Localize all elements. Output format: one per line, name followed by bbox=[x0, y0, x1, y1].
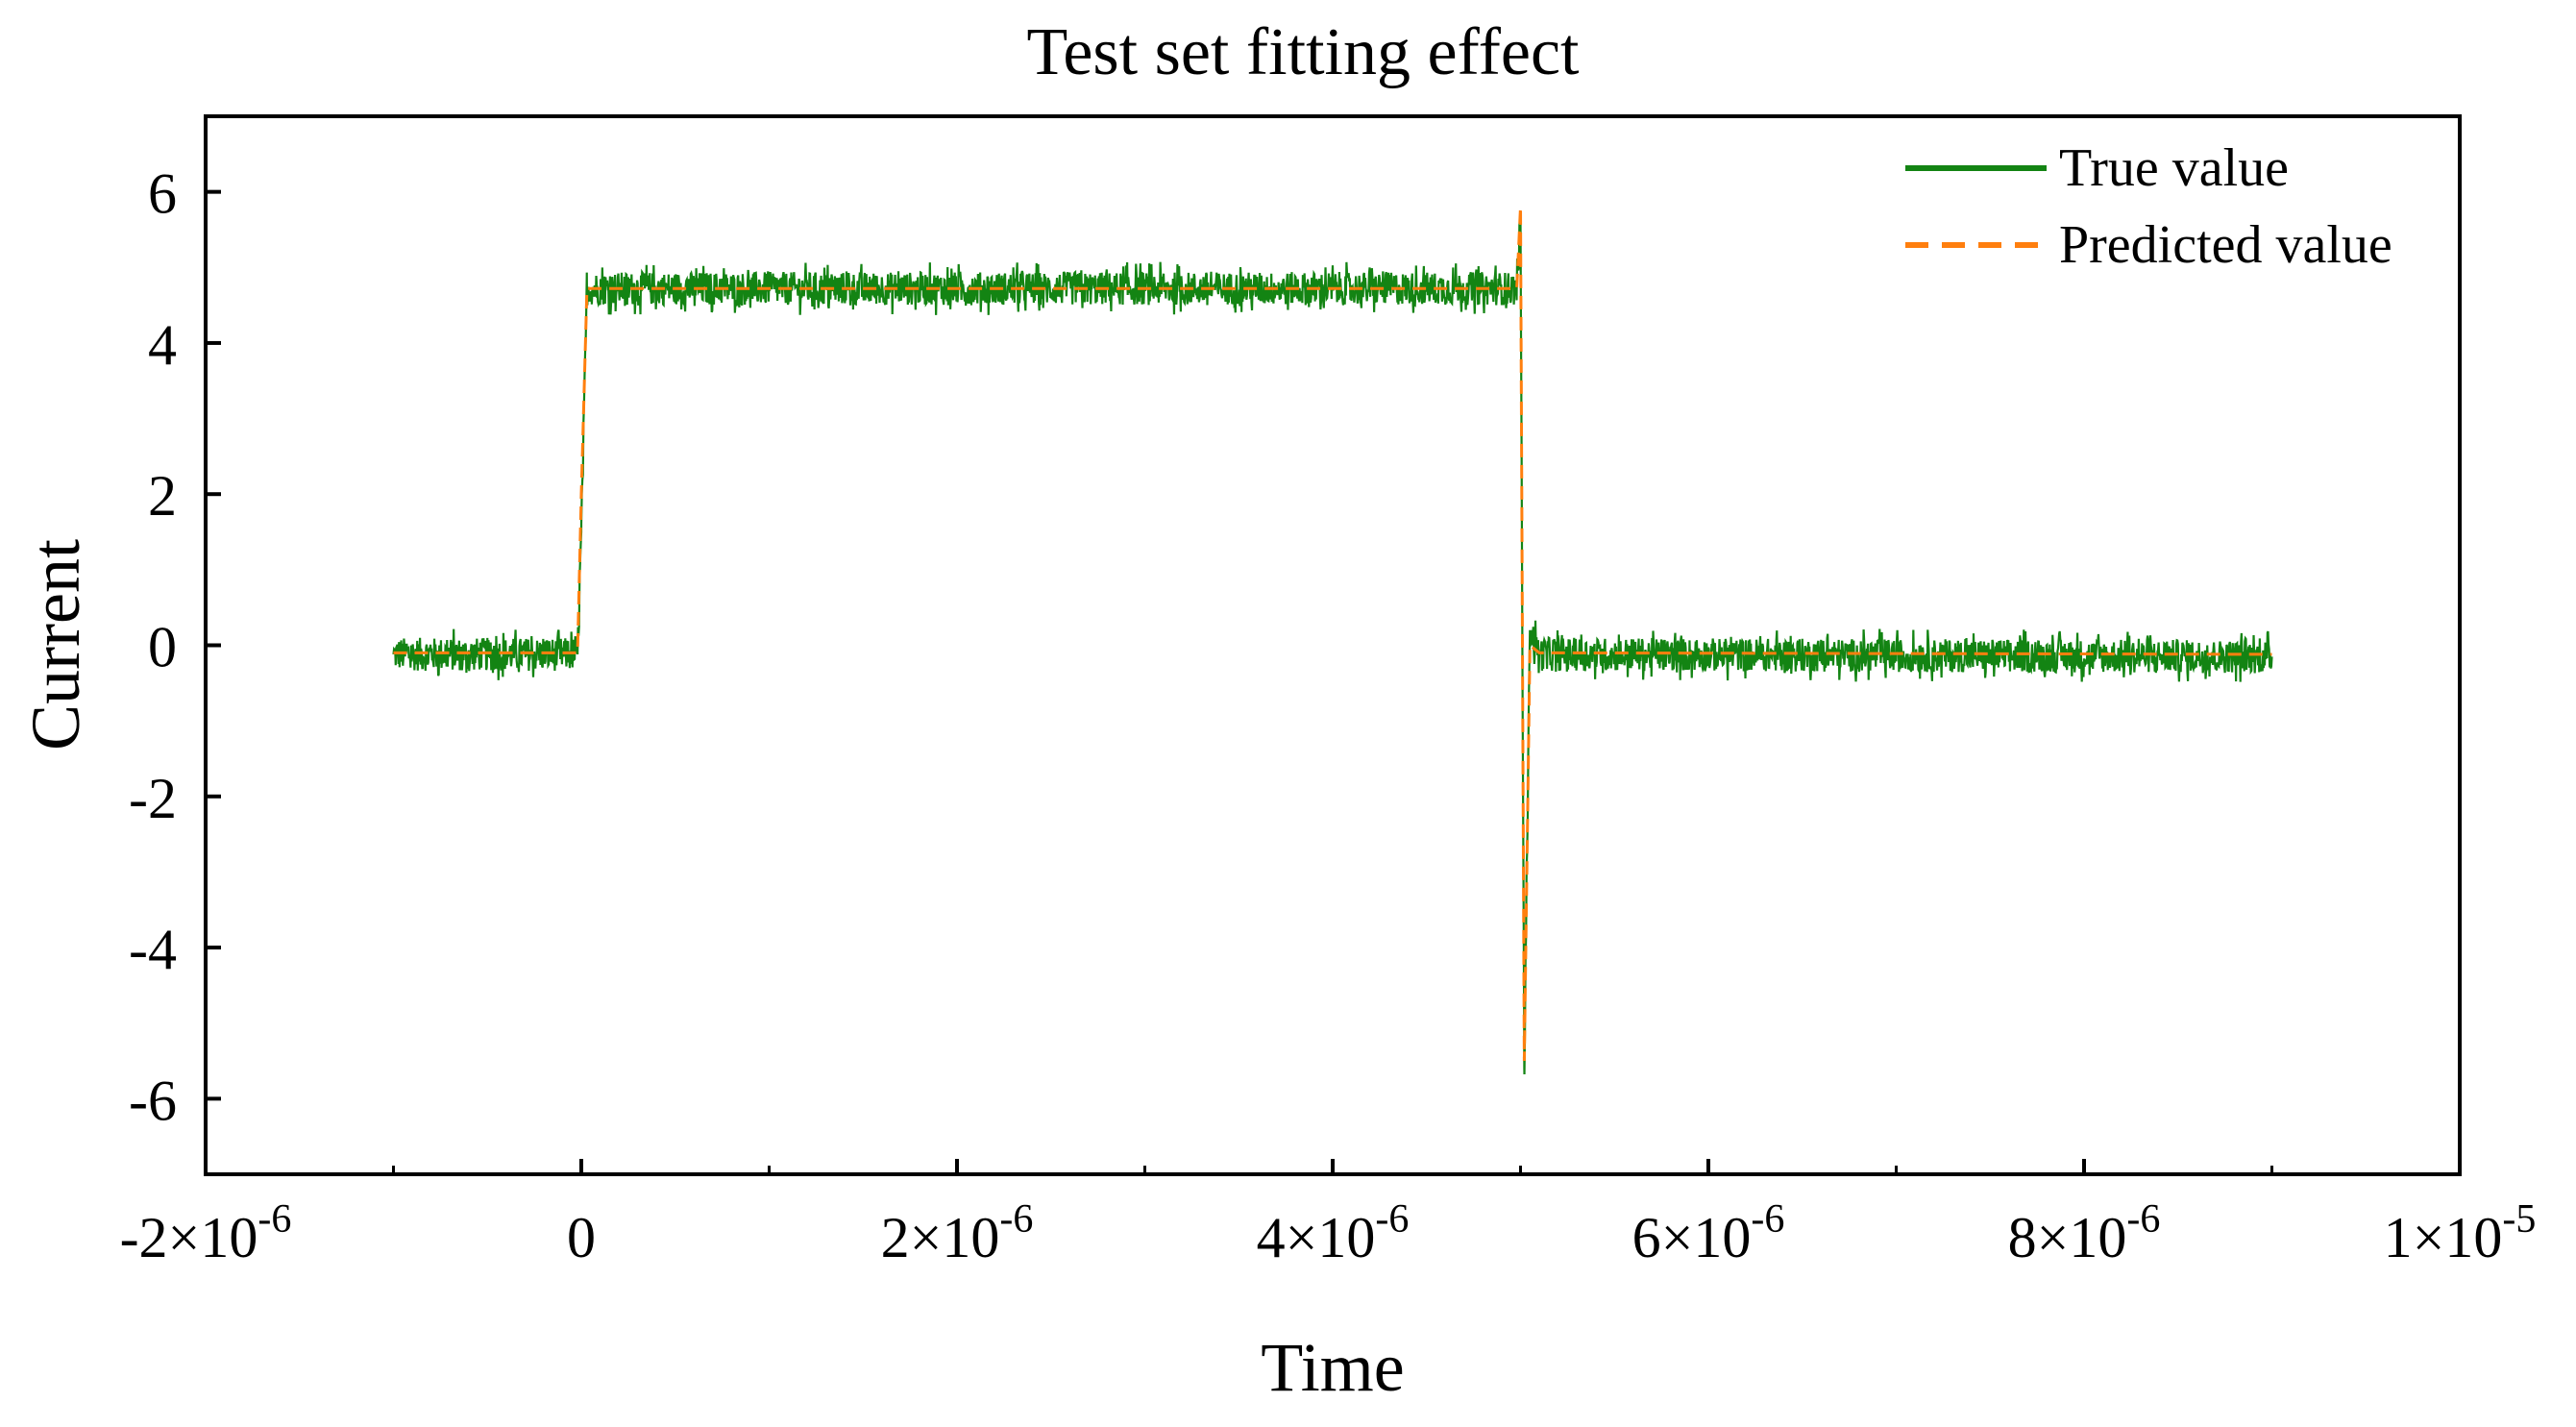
y-axis-label: Current bbox=[17, 539, 94, 750]
series-true-value bbox=[392, 216, 2273, 1075]
x-tick-label: 4×10-6 bbox=[1257, 1197, 1410, 1269]
series-line bbox=[392, 216, 2273, 1075]
series-layer bbox=[392, 207, 2273, 1075]
y-tick-label: 2 bbox=[148, 464, 177, 528]
x-tick-label: 6×10-6 bbox=[1632, 1197, 1785, 1269]
x-axis: -2×10-6 0 2×10-6 4×10-6 6×10-6 8×10-6 1×10-5 bbox=[120, 1159, 2537, 1269]
x-tick-label: -2×10-6 bbox=[120, 1197, 292, 1269]
y-tick-label: 0 bbox=[148, 616, 177, 679]
legend-label-predicted-value: Predicted value bbox=[2059, 215, 2392, 275]
legend-label-true-value: True value bbox=[2059, 138, 2289, 198]
y-tick-label: -4 bbox=[129, 918, 177, 981]
y-tick-label: 4 bbox=[148, 313, 177, 377]
x-axis-label: Time bbox=[1261, 1329, 1404, 1406]
y-tick-label: 6 bbox=[148, 162, 177, 226]
y-tick-label: -2 bbox=[129, 767, 177, 830]
y-axis: 6 4 2 0 -2 -4 -6 bbox=[129, 162, 221, 1132]
x-tick-label: 1×10-5 bbox=[2384, 1197, 2537, 1269]
legend: True value Predicted value bbox=[1905, 138, 2392, 275]
x-tick-label: 2×10-6 bbox=[881, 1197, 1034, 1269]
series-line bbox=[393, 207, 2272, 1062]
x-tick-label: 0 bbox=[567, 1206, 596, 1269]
series-predicted-value bbox=[393, 207, 2272, 1062]
chart-title: Test set fitting effect bbox=[1026, 15, 1580, 89]
x-tick-label: 8×10-6 bbox=[2008, 1197, 2161, 1269]
y-tick-label: -6 bbox=[129, 1069, 177, 1132]
